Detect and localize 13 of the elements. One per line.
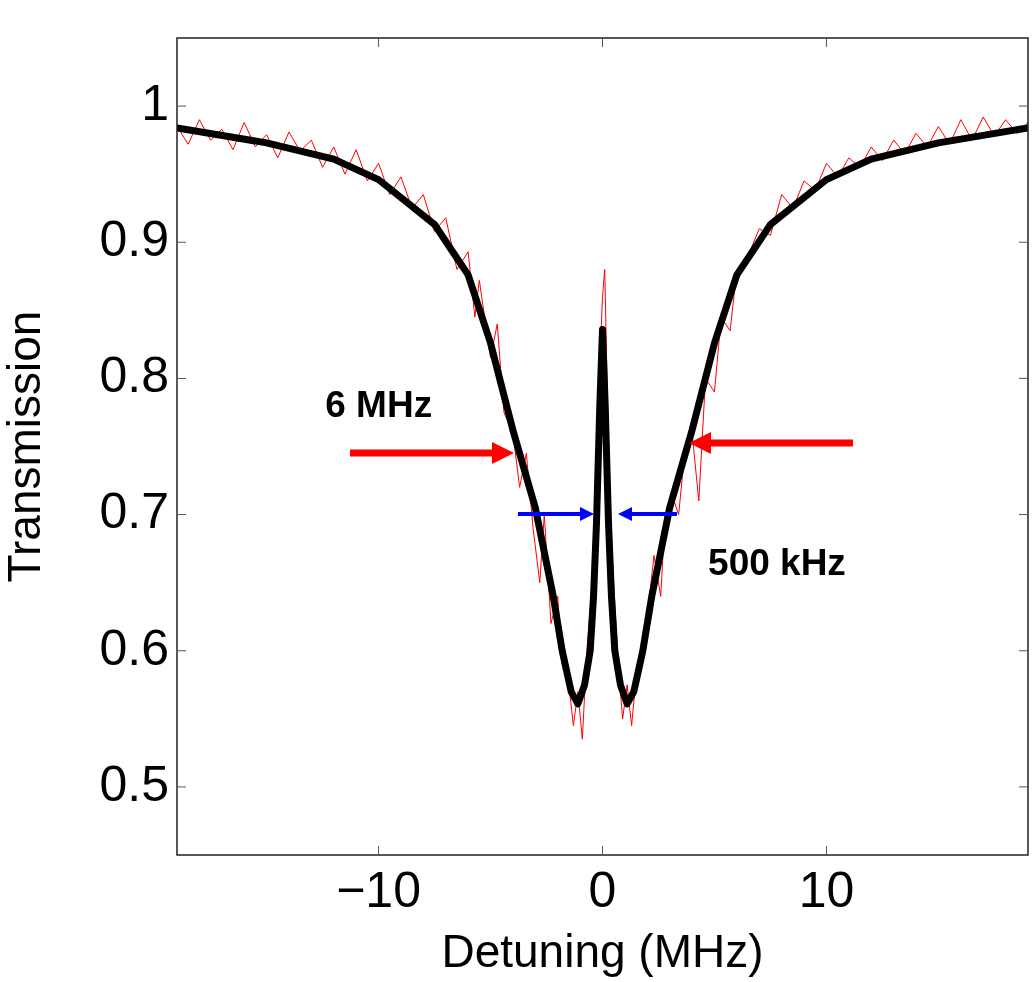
x-tick-label: 10 — [798, 861, 855, 918]
x-tick-label: −10 — [336, 861, 421, 918]
y-tick-label: 0.5 — [99, 755, 169, 812]
y-tick-label: 0.8 — [99, 347, 169, 404]
x-tick-label: 0 — [588, 861, 617, 918]
y-tick-label: 0.9 — [99, 211, 169, 268]
annotation: 500 kHz — [708, 542, 846, 584]
x-axis-title: Detuning (MHz) — [441, 925, 764, 978]
y-tick-label: 0.6 — [99, 619, 169, 676]
y-tick-label: 0.7 — [99, 483, 169, 540]
y-tick-label: 1 — [141, 74, 169, 131]
y-axis-title: Transmission — [0, 310, 51, 583]
annotation: 6 MHz — [325, 383, 433, 425]
